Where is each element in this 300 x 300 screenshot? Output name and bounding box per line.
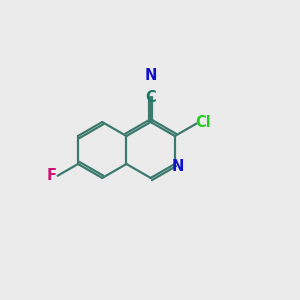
- Text: N: N: [145, 68, 157, 83]
- Text: N: N: [172, 159, 184, 174]
- Text: Cl: Cl: [195, 115, 211, 130]
- Text: C: C: [145, 89, 156, 104]
- Text: F: F: [47, 168, 57, 183]
